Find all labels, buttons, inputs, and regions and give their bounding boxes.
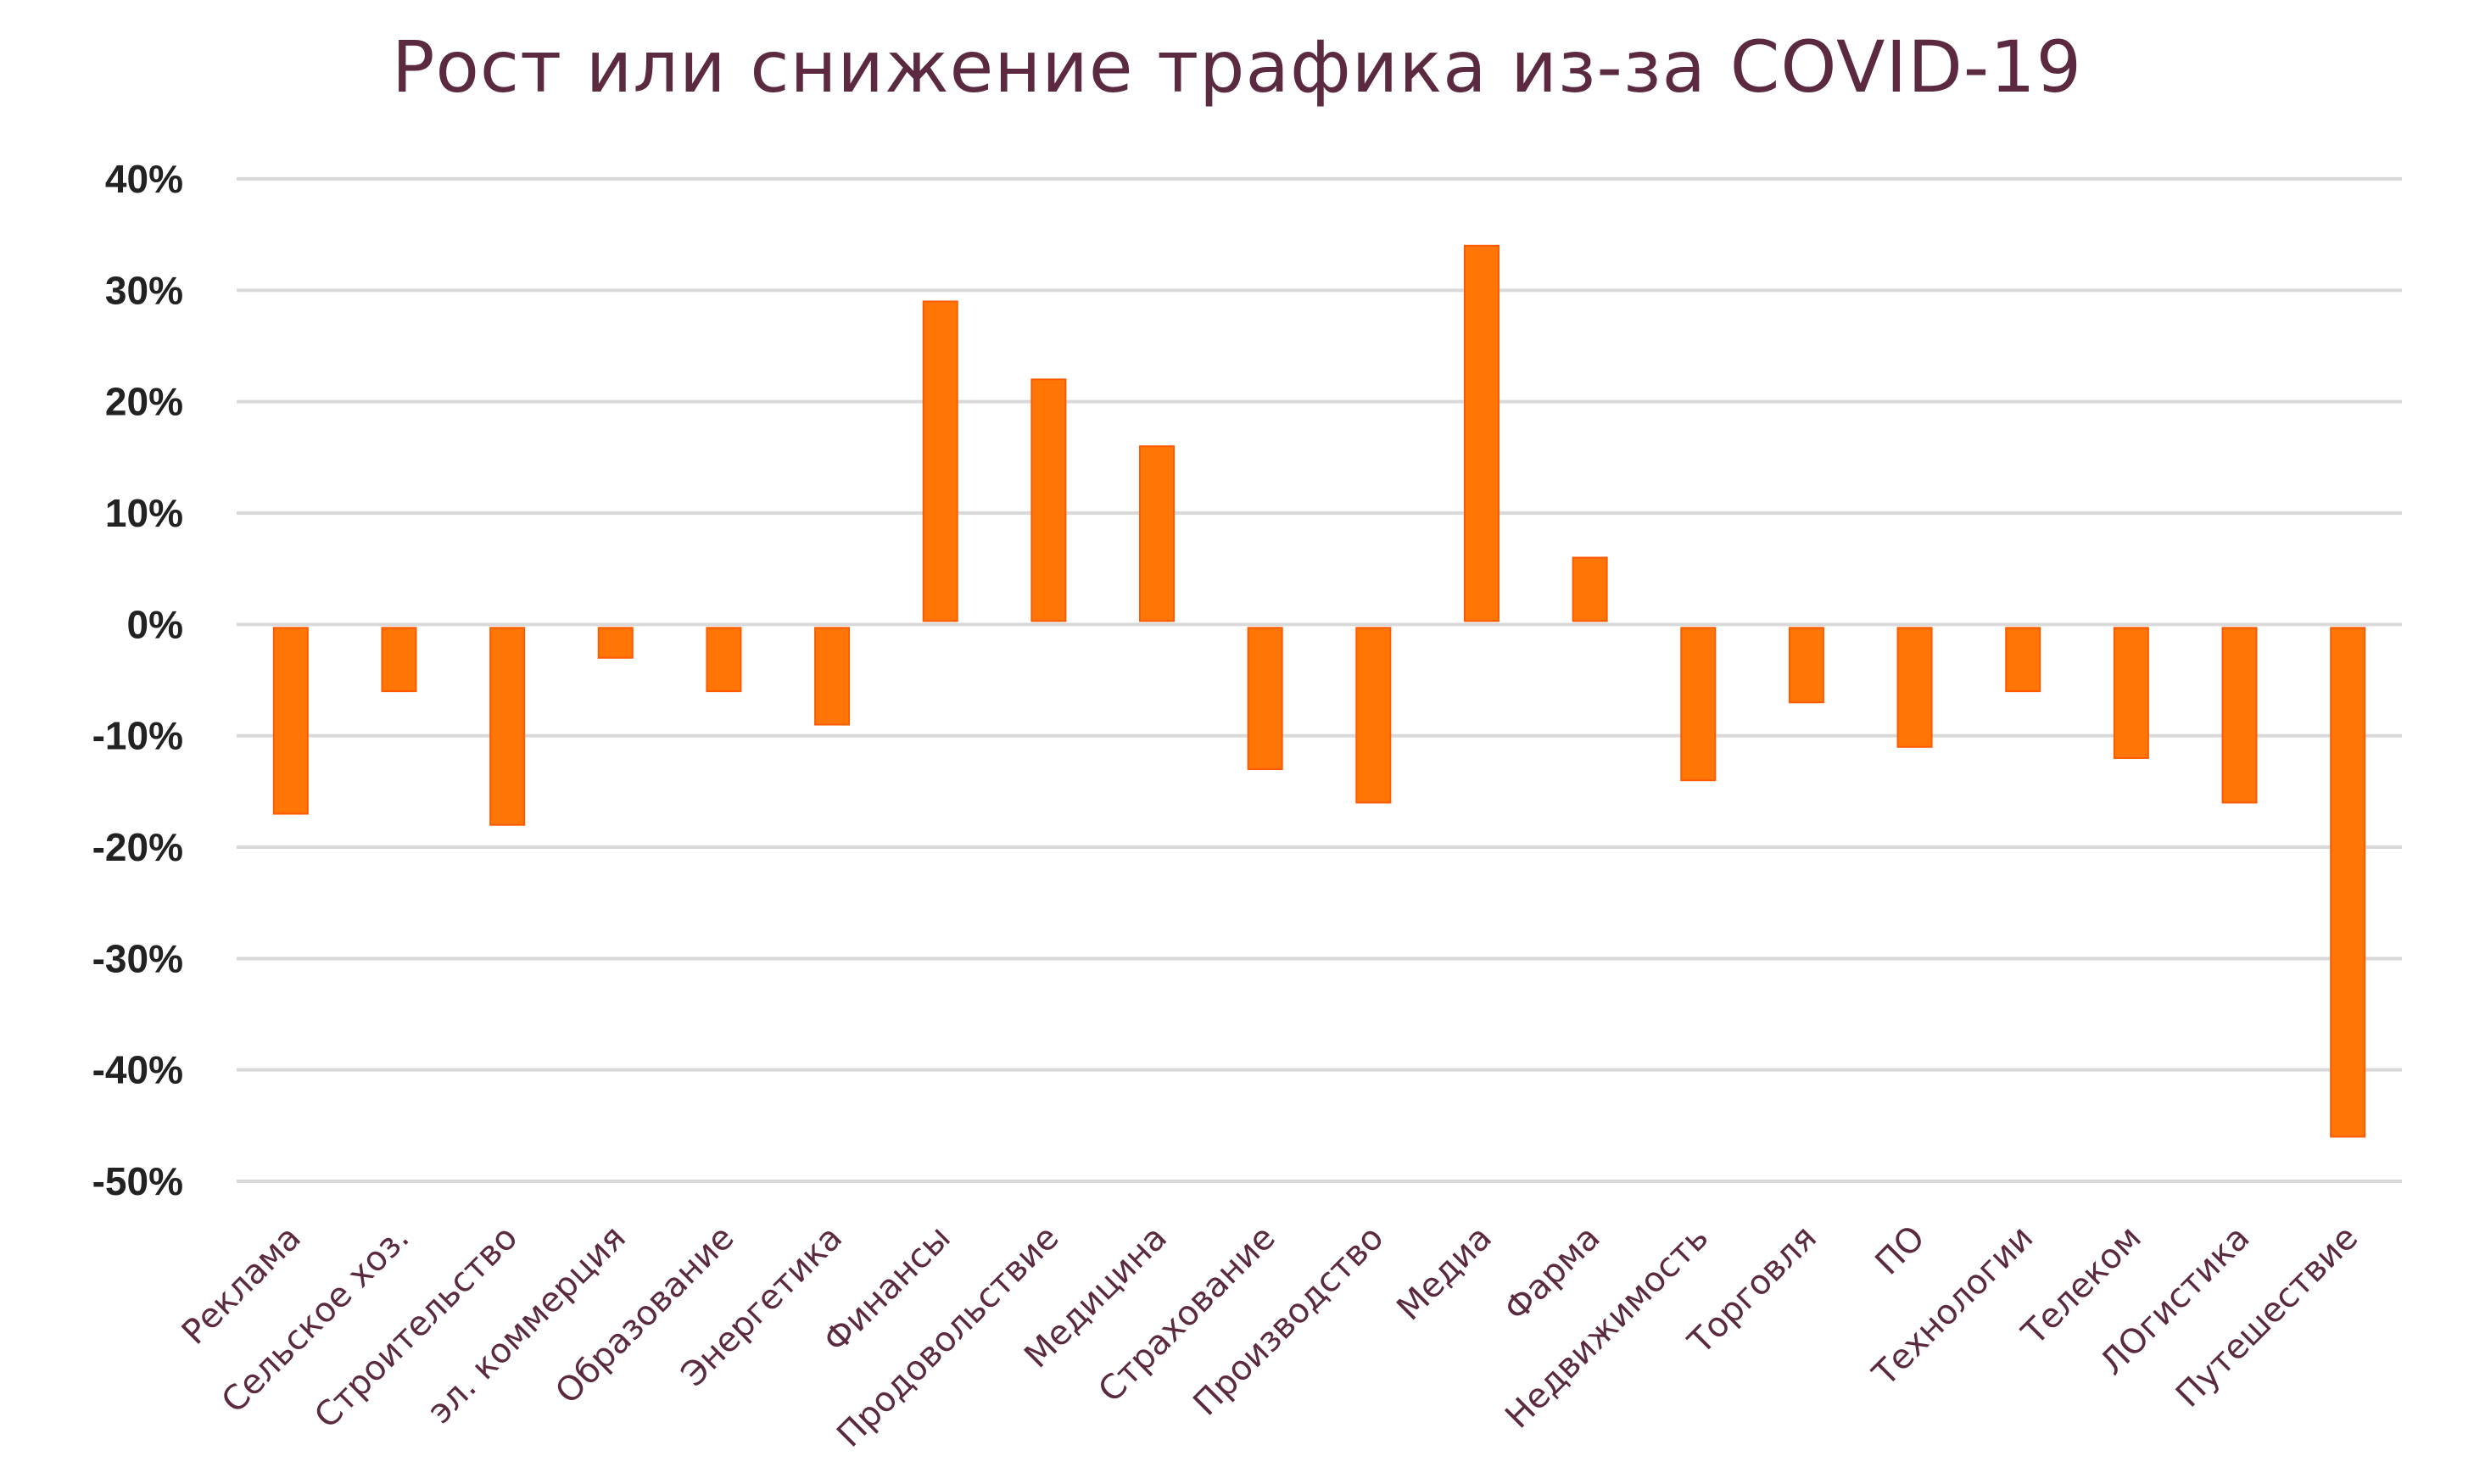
- y-tick-label: 30%: [105, 268, 183, 312]
- y-tick-label: 40%: [105, 157, 183, 201]
- bar-14: [1680, 627, 1717, 782]
- x-tick-label: Строительство: [307, 1219, 525, 1437]
- x-tick-label: эл. коммерция: [421, 1219, 634, 1431]
- bar-13: [1572, 556, 1608, 622]
- y-tick-label: 10%: [105, 491, 183, 535]
- bar-4: [597, 627, 634, 659]
- x-tick-label: Сельское хоз.: [215, 1219, 417, 1421]
- bar-16: [1896, 627, 1933, 748]
- bar-18: [2113, 627, 2149, 759]
- bar-8: [1030, 378, 1067, 622]
- y-tick-label: -40%: [92, 1048, 183, 1092]
- x-tick-label: Производство: [1186, 1219, 1391, 1424]
- bar-1: [272, 627, 309, 815]
- x-tick-label: ПО: [1868, 1219, 1933, 1283]
- bar-6: [814, 627, 851, 726]
- y-tick-label: 0%: [127, 602, 183, 646]
- bar-3: [489, 627, 526, 826]
- bar-20: [2330, 627, 2366, 1138]
- bar-12: [1463, 244, 1499, 622]
- bar-19: [2221, 627, 2258, 804]
- x-tick-label: Недвижимость: [1498, 1219, 1716, 1437]
- bar-17: [2005, 627, 2041, 693]
- x-tick-label: Путешествие: [2169, 1219, 2365, 1415]
- x-tick-label: Медиа: [1389, 1219, 1499, 1329]
- bar-15: [1788, 627, 1824, 704]
- bar-11: [1355, 627, 1392, 804]
- y-tick-label: -30%: [92, 936, 183, 980]
- bar-9: [1139, 445, 1176, 622]
- x-tick-label: Фарма: [1497, 1219, 1608, 1330]
- bar-10: [1247, 627, 1283, 771]
- y-tick-label: 20%: [105, 380, 183, 424]
- bar-7: [922, 300, 958, 622]
- y-tick-label: -10%: [92, 714, 183, 758]
- bar-2: [381, 627, 417, 693]
- bar-5: [706, 627, 742, 693]
- y-tick-label: -20%: [92, 825, 183, 869]
- chart-title: Рост или снижение трафика из-за COVID-19: [391, 25, 2083, 109]
- y-tick-label: -50%: [92, 1159, 183, 1203]
